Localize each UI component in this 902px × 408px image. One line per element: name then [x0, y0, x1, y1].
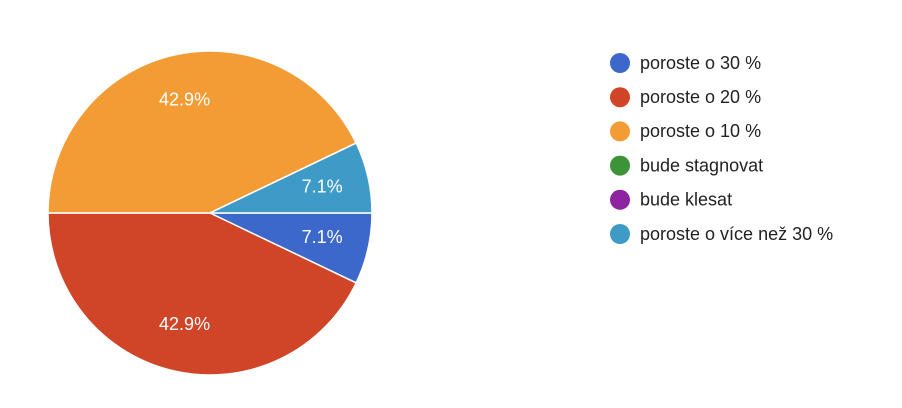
legend-swatch: [610, 189, 630, 210]
slice-label: 7.1%: [302, 227, 343, 247]
slice-label: 42.9%: [159, 314, 210, 334]
legend-swatch: [610, 87, 630, 108]
legend-swatch: [610, 121, 630, 142]
slice-label: 7.1%: [302, 176, 343, 196]
legend-swatch: [610, 224, 630, 244]
legend-label: poroste o 20 %: [640, 87, 761, 107]
legend-label: bude stagnovat: [640, 155, 763, 175]
legend-label: poroste o 30 %: [640, 53, 761, 73]
slice-label: 42.9%: [159, 90, 210, 110]
legend-swatch: [610, 53, 630, 73]
legend-swatch: [610, 155, 630, 176]
legend-label: bude klesat: [640, 190, 732, 210]
legend-label: poroste o 10 %: [640, 121, 761, 141]
pie-slice: [47, 50, 358, 214]
pie-slice: [47, 212, 358, 376]
pie-slice: [209, 142, 373, 214]
legend-label: poroste o více než 30 %: [640, 224, 833, 244]
